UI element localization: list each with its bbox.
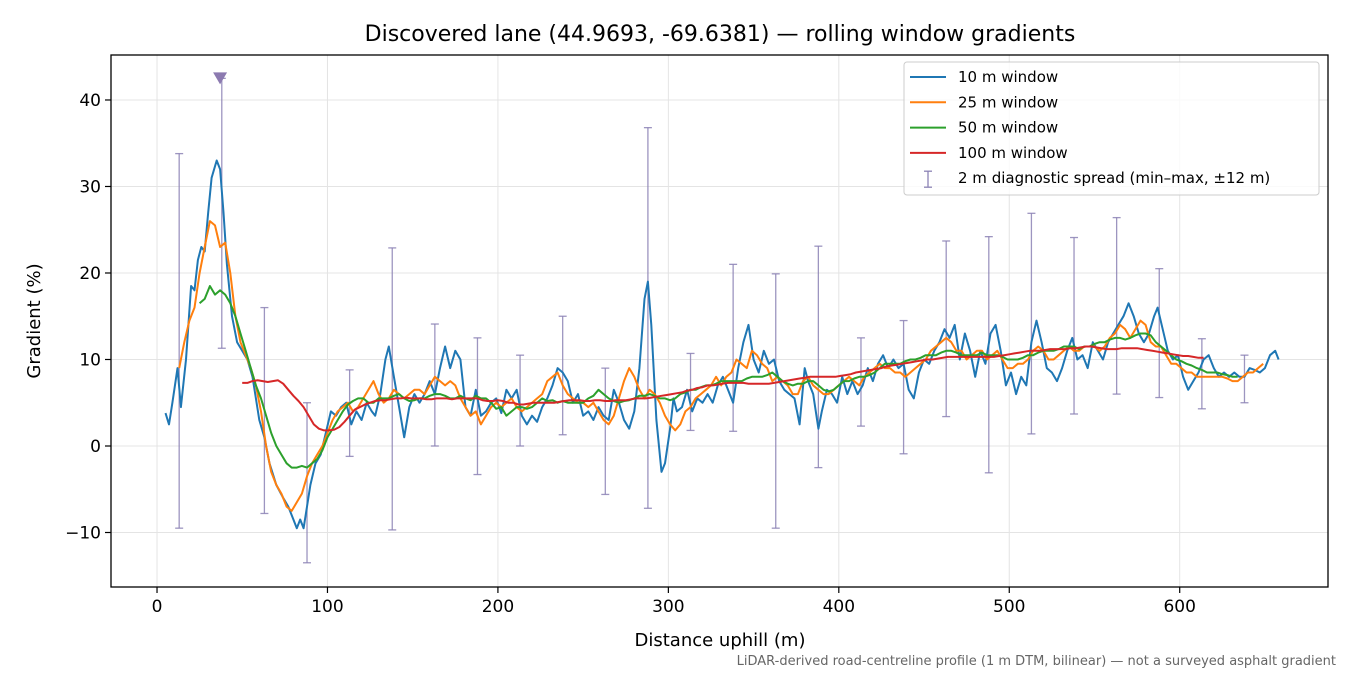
x-tick-label: 500 xyxy=(993,597,1025,617)
x-tick-label: 300 xyxy=(652,597,684,617)
error-bar xyxy=(1197,338,1206,410)
error-bar xyxy=(771,273,780,529)
error-bar xyxy=(1240,354,1249,404)
error-bar xyxy=(729,263,738,432)
legend-label: 25 m window xyxy=(958,93,1058,111)
legend-entry: 25 m window xyxy=(910,93,1058,111)
legend-box xyxy=(903,61,1320,196)
error-bar xyxy=(814,245,823,469)
error-bar xyxy=(388,247,397,531)
x-tick-label: 600 xyxy=(1163,597,1195,617)
error-bar xyxy=(217,77,226,349)
error-bar xyxy=(1027,212,1036,435)
x-tick-label: 200 xyxy=(482,597,514,617)
error-bar xyxy=(430,323,439,447)
x-tick-label: 400 xyxy=(823,597,855,617)
y-tick-label: −10 xyxy=(65,524,101,544)
error-bar xyxy=(942,240,951,418)
errorbar-layer xyxy=(175,77,1249,564)
x-tick-label: 100 xyxy=(311,597,343,617)
error-bar xyxy=(558,315,567,436)
series-layer xyxy=(164,159,1280,530)
error-bar xyxy=(601,367,610,496)
legend-entries: 10 m window 25 m window 50 m window 100 m w… xyxy=(910,68,1270,188)
error-bar xyxy=(643,127,652,509)
legend-label: 2 m diagnostic spread (min–max, ±12 m) xyxy=(958,169,1270,187)
error-bar xyxy=(473,337,482,476)
legend-entry: 100 m window xyxy=(910,144,1068,162)
tick-layer: 0 100 200 300 400 500 600 −10 0 10 20 30 40 xyxy=(65,91,1196,617)
error-bar xyxy=(1070,236,1079,415)
series-line-50-m-window xyxy=(198,285,1238,469)
error-bar xyxy=(1155,268,1164,399)
y-axis-label: Gradient (%) xyxy=(24,263,45,378)
error-bar xyxy=(899,319,908,455)
error-bar xyxy=(516,354,525,447)
error-bar xyxy=(1112,216,1121,395)
legend-label: 10 m window xyxy=(958,68,1058,86)
footnote: LiDAR-derived road-centreline profile (1… xyxy=(737,654,1336,669)
x-tick-label: 0 xyxy=(152,597,163,617)
legend-label: 50 m window xyxy=(958,119,1058,137)
plot-frame xyxy=(110,54,1329,588)
y-tick-label: 30 xyxy=(79,177,101,197)
error-bar xyxy=(686,352,695,432)
y-tick-label: 40 xyxy=(79,91,101,111)
error-bar xyxy=(303,402,312,564)
series-line-25-m-window xyxy=(178,220,1264,512)
series-line-100-m-window xyxy=(242,345,1204,432)
legend-entry: 50 m window xyxy=(910,119,1058,137)
y-tick-label: 10 xyxy=(79,350,101,370)
peak-marker xyxy=(213,72,228,85)
legend-entry: 2 m diagnostic spread (min–max, ±12 m) xyxy=(924,169,1270,188)
y-tick-label: 20 xyxy=(79,264,101,284)
marker-layer xyxy=(213,72,228,85)
series-line-10-m-window xyxy=(164,159,1280,530)
chart-title: Discovered lane (44.9693, -69.6381) — ro… xyxy=(365,22,1076,47)
x-axis-label: Distance uphill (m) xyxy=(635,630,806,651)
error-bar xyxy=(175,152,184,529)
legend: 10 m window 25 m window 50 m window 100 m w… xyxy=(903,61,1320,196)
legend-entry: 10 m window xyxy=(910,68,1058,86)
legend-label: 100 m window xyxy=(958,144,1068,162)
y-tick-label: 0 xyxy=(90,437,101,457)
